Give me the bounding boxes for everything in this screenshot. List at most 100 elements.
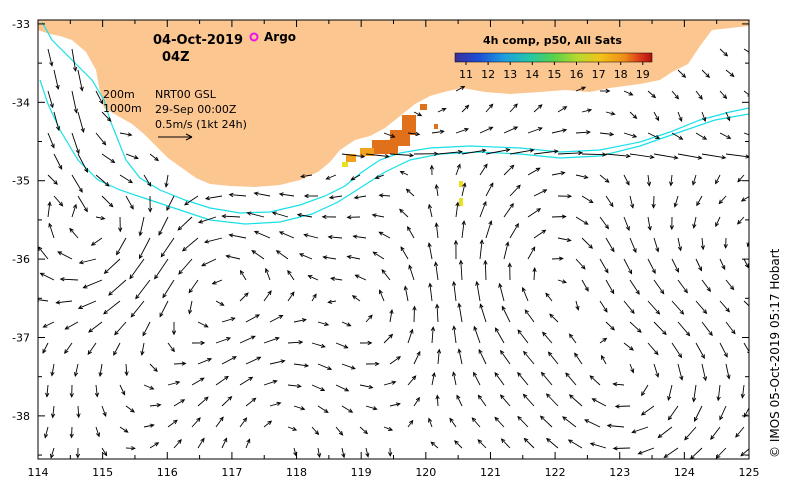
current-arrow — [371, 213, 385, 218]
colorbar-tick-label: 17 — [592, 68, 606, 81]
current-arrow — [239, 269, 247, 281]
current-arrow — [521, 286, 529, 302]
current-arrow — [735, 426, 745, 438]
x-tick-label: 124 — [674, 466, 695, 479]
current-arrow — [317, 321, 330, 327]
current-arrow — [42, 342, 49, 354]
current-arrow — [437, 107, 447, 113]
current-arrow — [88, 321, 103, 333]
current-arrow — [173, 361, 187, 366]
current-arrow — [287, 269, 295, 281]
current-arrow — [612, 446, 631, 451]
current-arrow — [365, 153, 390, 159]
current-arrow — [125, 446, 136, 451]
current-arrow — [245, 356, 262, 365]
current-arrow — [725, 363, 731, 380]
current-arrow — [352, 234, 367, 239]
current-arrow — [77, 111, 85, 134]
current-arrow — [719, 132, 732, 139]
current-arrow — [485, 182, 494, 197]
current-arrow — [677, 153, 703, 160]
current-arrow — [684, 426, 697, 441]
current-arrow — [599, 216, 610, 230]
current-arrow — [317, 405, 329, 413]
current-arrow — [629, 321, 642, 333]
current-arrow — [499, 394, 511, 407]
current-arrow — [359, 340, 373, 346]
current-arrow — [606, 423, 625, 428]
current-arrow — [71, 48, 78, 72]
current-arrow — [453, 239, 459, 260]
colorbar — [454, 52, 653, 63]
current-arrow — [71, 174, 83, 193]
current-arrow — [517, 371, 529, 386]
current-arrow — [71, 132, 80, 155]
current-arrow — [149, 153, 160, 162]
argo-label: Argo — [264, 30, 296, 44]
current-arrow — [317, 363, 333, 371]
current-arrow — [350, 174, 361, 181]
current-arrow — [669, 216, 675, 231]
current-arrow — [533, 189, 548, 197]
current-arrow — [82, 279, 103, 289]
current-arrow — [359, 384, 374, 390]
current-arrow — [335, 426, 344, 436]
colorbar-tick-label: 19 — [636, 68, 650, 81]
current-arrow — [43, 426, 49, 439]
isobath-200m — [41, 21, 749, 214]
current-arrow — [485, 220, 493, 239]
current-arrow — [477, 394, 487, 407]
current-arrow — [551, 171, 566, 176]
current-arrow — [101, 153, 116, 164]
current-arrow — [545, 393, 559, 407]
current-arrow — [142, 321, 151, 337]
current-arrow — [251, 249, 265, 260]
scale-arrow — [158, 133, 193, 141]
current-arrow — [69, 227, 79, 239]
x-tick-label: 114 — [28, 466, 49, 479]
current-arrow — [119, 174, 133, 184]
current-arrow — [158, 216, 169, 236]
map-date: 04-Oct-2019 — [153, 33, 243, 48]
current-arrow — [435, 394, 440, 407]
current-arrow — [47, 132, 55, 149]
current-arrow — [57, 251, 73, 260]
current-arrow — [330, 276, 343, 281]
current-arrow — [228, 192, 247, 198]
current-arrow — [140, 342, 145, 356]
current-arrow — [293, 318, 307, 323]
current-arrow — [298, 253, 313, 260]
current-arrow — [167, 342, 175, 353]
current-arrow — [383, 333, 394, 344]
current-arrow — [245, 438, 251, 449]
scale-label: 0.5m/s (1kt 24h) — [155, 118, 247, 131]
current-arrow — [197, 396, 209, 407]
current-arrow — [452, 325, 457, 344]
current-arrow — [188, 300, 193, 315]
current-arrow — [599, 174, 610, 183]
current-arrow — [640, 405, 655, 416]
current-arrow — [77, 69, 84, 92]
current-arrow — [47, 201, 52, 218]
x-tick-label: 116 — [157, 466, 178, 479]
map-plot-area — [38, 20, 749, 459]
current-arrow — [215, 416, 224, 428]
current-arrow — [503, 164, 515, 176]
current-arrow — [695, 90, 703, 100]
current-arrow — [581, 195, 594, 204]
current-arrow — [45, 384, 50, 398]
current-arrow — [94, 384, 100, 398]
current-arrow — [103, 300, 121, 315]
current-arrow — [701, 111, 707, 122]
current-arrow — [239, 417, 248, 428]
current-arrow — [701, 69, 711, 79]
current-arrow — [455, 201, 460, 218]
x-tick-label: 119 — [351, 466, 372, 479]
current-arrow — [389, 308, 394, 323]
current-arrow — [485, 148, 511, 155]
current-arrow — [737, 174, 745, 183]
current-arrow — [695, 300, 708, 315]
current-arrow — [507, 262, 512, 281]
current-arrow — [451, 280, 457, 302]
